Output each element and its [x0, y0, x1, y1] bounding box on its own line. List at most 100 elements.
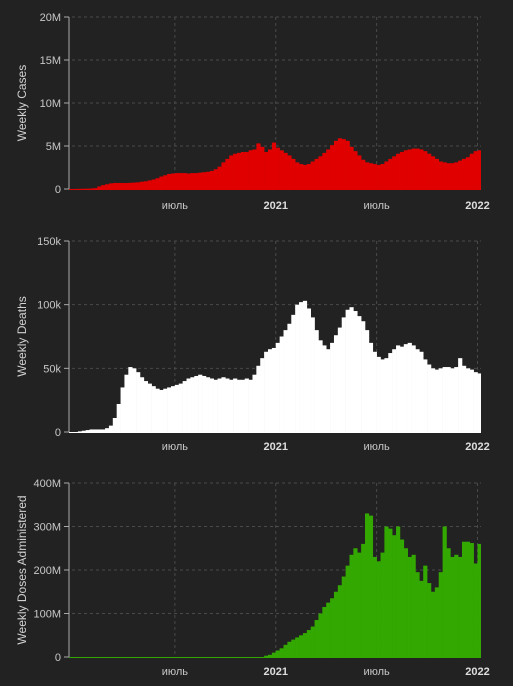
cases-bar — [469, 153, 474, 189]
deaths-bar — [217, 378, 222, 432]
cases-bar — [89, 188, 94, 189]
deaths-bar — [202, 375, 207, 432]
cases-bar — [306, 164, 311, 189]
doses-bar — [299, 635, 304, 657]
doses-bar — [434, 587, 440, 657]
doses-bar — [337, 585, 343, 657]
cases-bar — [221, 162, 226, 189]
deaths-bar — [139, 377, 145, 432]
deaths-bar — [361, 321, 366, 432]
deaths-bar — [268, 349, 273, 432]
deaths-bar — [368, 342, 374, 432]
doses-bar — [469, 543, 474, 657]
doses-bar — [473, 563, 478, 657]
deaths-bar — [454, 367, 459, 432]
deaths-bar — [85, 430, 90, 432]
deaths-bar — [450, 368, 455, 432]
deaths-bar — [322, 345, 327, 432]
deaths-bar — [132, 368, 137, 432]
cases-bar — [314, 158, 319, 189]
doses-bar — [380, 552, 385, 657]
deaths-bar — [462, 365, 467, 432]
deaths-bar — [77, 431, 83, 432]
deaths-bar — [357, 316, 362, 432]
doses-bar — [264, 655, 269, 657]
deaths-bar — [434, 369, 440, 432]
y-tick-label: 0 — [55, 427, 61, 439]
cases-bar — [108, 183, 114, 189]
deaths-bar — [287, 323, 292, 432]
doses-bar — [333, 591, 339, 657]
deaths-bar — [446, 367, 451, 432]
doses-bar — [318, 613, 323, 657]
x-tick-label: июль — [162, 200, 189, 212]
cases-bar — [415, 148, 420, 189]
cases-bar — [446, 163, 451, 189]
deaths-bar — [291, 314, 296, 432]
deaths-bar — [279, 336, 284, 432]
doses-bar — [365, 513, 370, 657]
doses-bar — [407, 556, 412, 657]
y-tick-label: 15M — [40, 55, 61, 67]
deaths-bar — [248, 379, 253, 432]
deaths-bar — [407, 342, 412, 432]
cases-bar — [112, 182, 117, 189]
deaths-bar — [388, 353, 393, 432]
cases-bar — [322, 152, 327, 189]
cases-bar — [388, 158, 393, 189]
deaths-bar — [89, 429, 94, 432]
cases-bar — [190, 173, 195, 189]
doses-bar — [399, 539, 405, 657]
doses-bar — [353, 548, 358, 657]
cases-bar — [178, 173, 183, 189]
deaths-bar — [155, 388, 160, 432]
cases-bar — [299, 164, 304, 189]
cases-bar — [240, 152, 246, 189]
deaths-bar — [353, 311, 358, 432]
cases-bar — [427, 153, 432, 189]
cases-bar — [194, 173, 199, 189]
deaths-bar — [229, 379, 234, 432]
cases-bar — [124, 182, 129, 189]
cases-bar — [458, 160, 463, 189]
deaths-bar — [101, 429, 106, 432]
deaths-bar — [151, 386, 156, 432]
cases-bar — [349, 146, 354, 189]
cases-bar — [147, 180, 152, 189]
deaths-bar — [97, 429, 102, 432]
deaths-bar — [295, 304, 300, 432]
deaths-bar — [221, 377, 226, 432]
cases-bar — [310, 161, 315, 189]
cases-bar — [97, 186, 102, 189]
cases-bar — [477, 150, 481, 189]
cases-bar — [287, 155, 292, 189]
deaths-bar — [186, 378, 191, 432]
deaths-bar — [159, 389, 164, 432]
deaths-bar — [380, 359, 385, 432]
doses-bar — [275, 650, 280, 657]
cases-bar — [473, 151, 478, 189]
deaths-bar — [299, 302, 304, 432]
cases-bar — [291, 158, 296, 189]
cases-bar — [295, 162, 300, 189]
doses-bar — [376, 561, 381, 657]
doses-bar — [330, 598, 335, 657]
deaths-bar — [396, 345, 401, 432]
deaths-bar — [205, 377, 211, 432]
deaths-bar — [112, 417, 117, 432]
cases-bar — [120, 182, 125, 189]
y-tick-label: 150k — [37, 236, 61, 248]
cases-bar — [252, 149, 257, 189]
cases-bar — [225, 158, 230, 189]
x-tick-label: 2021 — [264, 441, 288, 453]
doses-bar — [357, 552, 362, 657]
cases-bar — [171, 173, 176, 189]
cases-bar — [450, 163, 455, 189]
cases-bar — [392, 156, 397, 189]
deaths-bar — [372, 351, 377, 432]
y-tick-label: 20M — [40, 12, 61, 24]
doses-bar — [446, 548, 451, 657]
deaths-bar — [93, 429, 98, 432]
deaths-bar — [147, 383, 152, 432]
